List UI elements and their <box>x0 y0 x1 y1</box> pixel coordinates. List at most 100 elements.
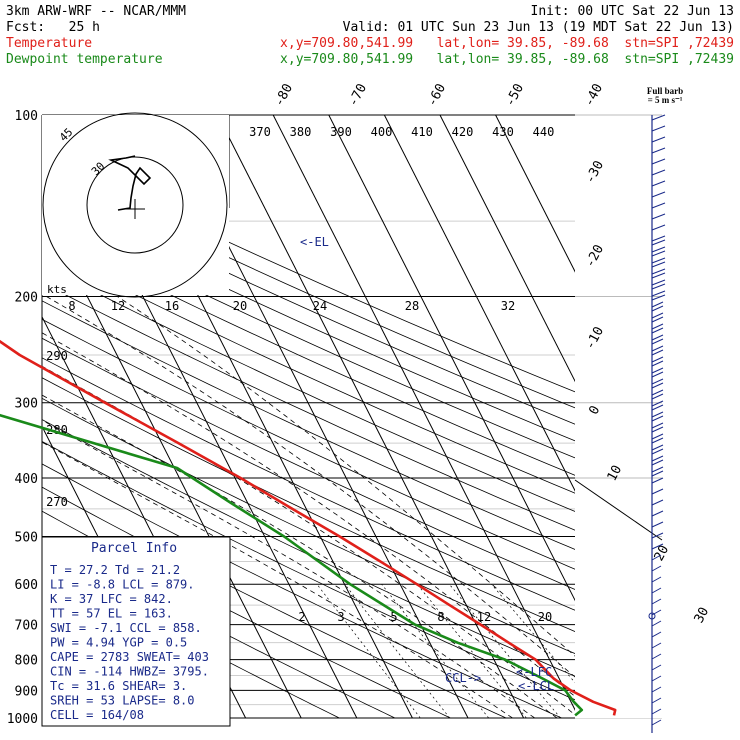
dry-adiabat <box>42 152 575 393</box>
wind-barb-flag <box>651 437 664 444</box>
wind-barb <box>651 554 662 561</box>
moist-adiabat <box>42 394 558 718</box>
theta-label-left: 270 <box>46 495 68 509</box>
mixing-ratio-line <box>344 583 450 718</box>
wind-barb <box>651 631 662 638</box>
wind-barb <box>651 301 664 308</box>
pressure-tick-label: 500 <box>15 530 38 545</box>
el-marker: <-EL <box>300 235 329 249</box>
dry-adiabat <box>42 282 575 531</box>
theta-label: 400 <box>371 125 393 139</box>
wind-barb <box>651 180 666 187</box>
mixing-ratio-label: 12 <box>477 610 491 624</box>
parcel-info-row: T = 27.2 Td = 21.2 <box>50 563 180 577</box>
pressure-tick-label: 1000 <box>7 712 38 727</box>
wind-barb <box>651 477 664 484</box>
pressure-tick-label: 400 <box>15 472 38 487</box>
hodograph-ring <box>86 156 184 254</box>
wind-barb <box>651 466 664 473</box>
wind-barb <box>651 334 664 341</box>
theta-label: 430 <box>492 125 514 139</box>
isotherm-label: 0 <box>586 403 603 417</box>
isotherm-line <box>217 115 525 718</box>
wind-barb <box>651 169 666 176</box>
isotherm-label: -40 <box>582 81 606 109</box>
wind-barb <box>651 257 666 264</box>
pressure-tick-label: 600 <box>15 578 38 593</box>
parcel-info-rows: T = 27.2 Td = 21.2LI = -8.8 LCL = 879.K … <box>50 563 209 722</box>
wind-barb-flag <box>651 415 664 422</box>
wind-barb <box>651 202 666 209</box>
hodograph-ring <box>42 112 228 298</box>
wind-barb <box>651 587 662 594</box>
wind-barb-flag <box>651 470 664 477</box>
isotherm-label: 30 <box>692 605 713 626</box>
isotherm-label: -30 <box>583 158 607 186</box>
parcel-info-row: SREH = 53 LAPSE= 8.0 <box>50 694 195 708</box>
wind-barb <box>651 488 664 495</box>
wind-barb-flag <box>651 294 666 301</box>
isotherm-label: -10 <box>583 324 607 352</box>
temperature-trace <box>0 339 617 716</box>
mixing-ratio-line <box>316 583 421 718</box>
wind-barb <box>651 532 664 539</box>
wind-barb-flag <box>651 360 664 367</box>
isotherm-label: -50 <box>503 81 527 109</box>
ccl-marker: CCL-> <box>445 671 481 685</box>
parcel-info-title: Parcel Info <box>91 541 177 556</box>
isotherm-label: -20 <box>583 242 607 270</box>
wind-barb <box>651 268 666 275</box>
wind-barb <box>651 664 662 671</box>
isotherm-line <box>439 115 575 383</box>
hodograph-speed-label: 20 <box>233 299 247 313</box>
dry-adiabat <box>42 357 575 611</box>
wind-barb <box>651 224 666 231</box>
isotherm-line <box>383 115 575 492</box>
wind-barb <box>651 444 664 451</box>
hodograph-speed-label: 16 <box>165 299 179 313</box>
wind-barb-flag <box>651 327 664 334</box>
wind-barb-flag <box>651 316 664 323</box>
isotherm-label: -70 <box>346 81 370 109</box>
wind-barb <box>651 323 664 330</box>
pressure-tick-label: 200 <box>15 291 38 306</box>
hodograph-trace <box>108 155 152 211</box>
isotherm-label: -80 <box>272 81 296 109</box>
model-title: 3km ARW-WRF -- NCAR/MMM <box>6 4 186 19</box>
wind-barb <box>651 521 664 528</box>
hodograph-speed-label: 12 <box>111 299 125 313</box>
dry-adiabat <box>42 419 575 677</box>
theta-label: 420 <box>452 125 474 139</box>
wind-barb-flag <box>651 283 666 290</box>
wind-barb <box>651 367 664 374</box>
dry-adiabat <box>42 337 575 590</box>
wind-barb <box>651 125 666 132</box>
wind-barb-flag <box>651 404 664 411</box>
wind-barb <box>651 510 664 517</box>
dry-adiabat <box>42 167 575 409</box>
isotherm-line <box>328 115 575 602</box>
wind-barb-flag <box>651 349 664 356</box>
dry-adiabat <box>42 463 563 718</box>
wind-barb-flag <box>651 272 666 279</box>
wind-barb <box>651 565 662 572</box>
lcl-marker: <-LCL <box>518 679 554 693</box>
hodograph-speed-label: 32 <box>501 299 515 313</box>
theta-label: 440 <box>533 125 555 139</box>
wind-barb <box>651 136 666 143</box>
wind-barb-flag <box>651 448 664 455</box>
wind-barb <box>651 246 666 253</box>
wind-barb <box>651 400 664 407</box>
barb-legend-title: Full barb <box>647 86 683 96</box>
isotherm-label: -60 <box>425 81 449 109</box>
wind-barb <box>651 609 662 616</box>
parcel-info-row: PW = 4.94 YGP = 0.5 <box>50 636 187 650</box>
wind-barb-flag <box>651 305 664 312</box>
wind-barb <box>651 279 666 286</box>
mixing-ratio-label: 8 <box>437 610 444 624</box>
wind-barb <box>651 356 664 363</box>
wind-barb <box>651 620 662 627</box>
hodograph-speed-label: 8 <box>68 299 75 313</box>
